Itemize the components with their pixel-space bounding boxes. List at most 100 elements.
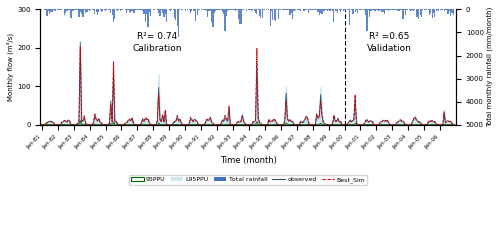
Bar	[70, 10, 72, 18]
Bar	[259, 10, 260, 16]
Bar	[340, 10, 341, 12]
Bar	[227, 10, 228, 11]
Bar	[384, 10, 385, 14]
Bar	[85, 10, 86, 13]
Bar	[102, 10, 104, 11]
Bar	[110, 10, 112, 13]
Bar	[148, 10, 150, 12]
Bar	[226, 10, 227, 16]
Bar	[214, 10, 215, 13]
Bar	[196, 10, 198, 15]
Bar	[349, 10, 350, 25]
Bar	[195, 10, 196, 20]
Bar	[192, 10, 194, 11]
Bar	[113, 10, 114, 22]
Bar	[434, 10, 436, 18]
Bar	[405, 10, 406, 15]
Bar	[303, 10, 304, 11]
Bar	[223, 10, 224, 14]
Text: R² =0.65: R² =0.65	[369, 32, 410, 41]
Bar	[397, 10, 398, 11]
Bar	[97, 10, 98, 15]
Bar	[365, 10, 366, 15]
Bar	[256, 10, 258, 14]
Bar	[54, 10, 56, 11]
Bar	[450, 10, 452, 16]
Bar	[78, 10, 80, 17]
Bar	[129, 10, 130, 12]
Bar	[275, 10, 276, 21]
Bar	[413, 10, 414, 11]
Bar	[432, 10, 433, 18]
Bar	[86, 10, 88, 11]
Bar	[144, 10, 146, 22]
Bar	[255, 10, 256, 13]
Bar	[101, 10, 102, 12]
Bar	[72, 10, 73, 11]
Bar	[262, 10, 263, 18]
Bar	[430, 10, 432, 13]
Bar	[114, 10, 116, 19]
Bar	[322, 10, 324, 11]
Bar	[82, 10, 84, 17]
Bar	[206, 10, 207, 11]
Bar	[254, 10, 255, 11]
Bar	[240, 10, 242, 24]
Bar	[260, 10, 262, 18]
Bar	[449, 10, 450, 11]
Bar	[94, 10, 96, 14]
Bar	[300, 10, 302, 11]
Bar	[332, 10, 333, 11]
Bar	[105, 10, 106, 11]
Bar	[342, 10, 344, 11]
Bar	[357, 10, 358, 13]
Bar	[345, 10, 346, 11]
Bar	[318, 10, 320, 15]
Bar	[48, 10, 49, 11]
Bar	[208, 10, 210, 11]
Bar	[235, 10, 236, 11]
Bar	[251, 10, 252, 11]
X-axis label: Time (month): Time (month)	[220, 156, 276, 165]
Bar	[164, 10, 166, 14]
Bar	[381, 10, 382, 12]
Bar	[453, 10, 454, 14]
Bar	[64, 10, 65, 15]
Bar	[354, 10, 356, 12]
Text: Calibration: Calibration	[132, 44, 182, 53]
Bar	[320, 10, 321, 13]
Bar	[433, 10, 434, 13]
Bar	[176, 10, 178, 26]
Legend: 95PPU, L95PPU, Total rainfall, observed, Best_Sim: 95PPU, L95PPU, Total rainfall, observed,…	[129, 175, 368, 185]
Bar	[89, 10, 90, 11]
Bar	[224, 10, 226, 31]
Bar	[271, 10, 272, 11]
Bar	[130, 10, 132, 13]
Bar	[46, 10, 48, 16]
Bar	[238, 10, 239, 19]
Bar	[126, 10, 128, 13]
Bar	[158, 10, 159, 13]
Bar	[246, 10, 247, 11]
Bar	[81, 10, 82, 14]
Bar	[370, 10, 372, 11]
Bar	[222, 10, 223, 12]
Bar	[366, 10, 368, 30]
Bar	[142, 10, 144, 11]
Bar	[336, 10, 337, 11]
Bar	[191, 10, 192, 11]
Bar	[272, 10, 274, 20]
Bar	[178, 10, 179, 37]
Bar	[134, 10, 136, 13]
Bar	[417, 10, 418, 17]
Bar	[324, 10, 325, 11]
Bar	[49, 10, 50, 14]
Bar	[150, 10, 152, 16]
Bar	[133, 10, 134, 13]
Bar	[326, 10, 328, 11]
Bar	[353, 10, 354, 14]
Bar	[65, 10, 66, 13]
Bar	[308, 10, 310, 12]
Bar	[239, 10, 240, 24]
Bar	[66, 10, 68, 11]
